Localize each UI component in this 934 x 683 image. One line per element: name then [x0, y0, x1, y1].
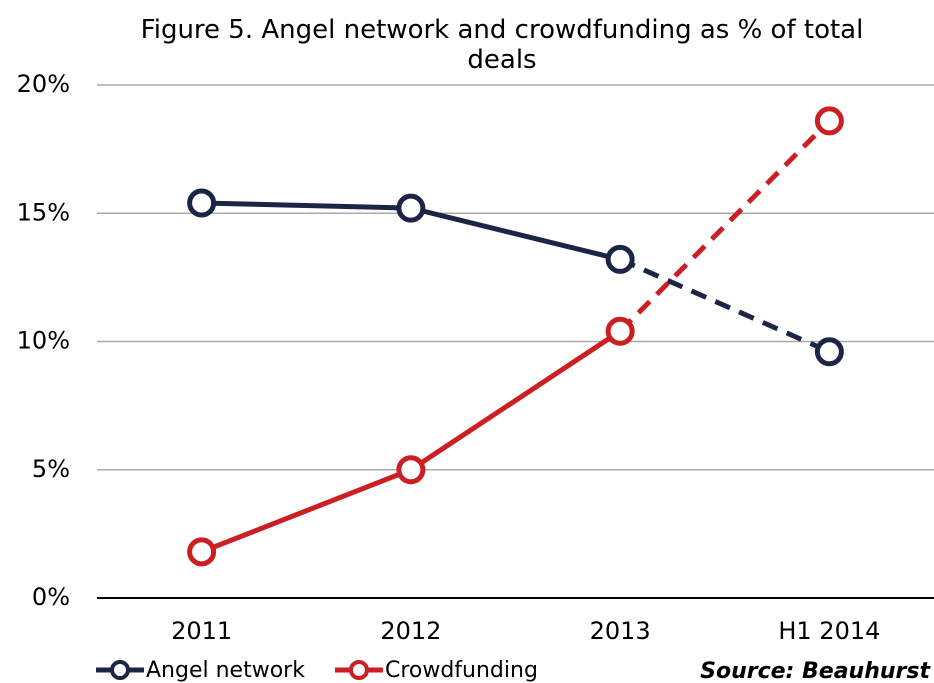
x-tick-label: 2011	[171, 617, 232, 645]
chart-title: Figure 5. Angel network and crowdfunding…	[141, 15, 864, 75]
point	[187, 188, 217, 218]
y-tick-label: 10%	[17, 327, 70, 355]
y-tick-label: 5%	[32, 455, 70, 483]
source: Source: Beauhurst	[700, 659, 931, 683]
x-tick-label: 2013	[590, 617, 651, 645]
legend-label: Angel network	[146, 658, 305, 683]
point	[814, 337, 844, 367]
line-dashed	[618, 119, 832, 334]
legend-label: Crowdfunding	[385, 658, 538, 683]
y-tick-label: 20%	[17, 70, 70, 98]
legend-marker	[110, 660, 130, 680]
point	[605, 244, 635, 274]
point	[396, 193, 426, 223]
legend-marker	[348, 660, 369, 680]
point	[605, 316, 635, 346]
line-dashed	[619, 257, 831, 355]
point	[814, 106, 844, 136]
point	[396, 455, 426, 485]
title-line: deals	[467, 45, 536, 75]
x-tick-label: H1 2014	[778, 617, 880, 645]
y-tick-label: 0%	[32, 583, 70, 611]
point	[187, 537, 217, 567]
title-line: Figure 5. Angel network and crowdfunding…	[141, 15, 864, 45]
line	[200, 329, 622, 555]
y-tick-label: 15%	[17, 198, 70, 226]
x-tick-label: 2012	[380, 617, 441, 645]
